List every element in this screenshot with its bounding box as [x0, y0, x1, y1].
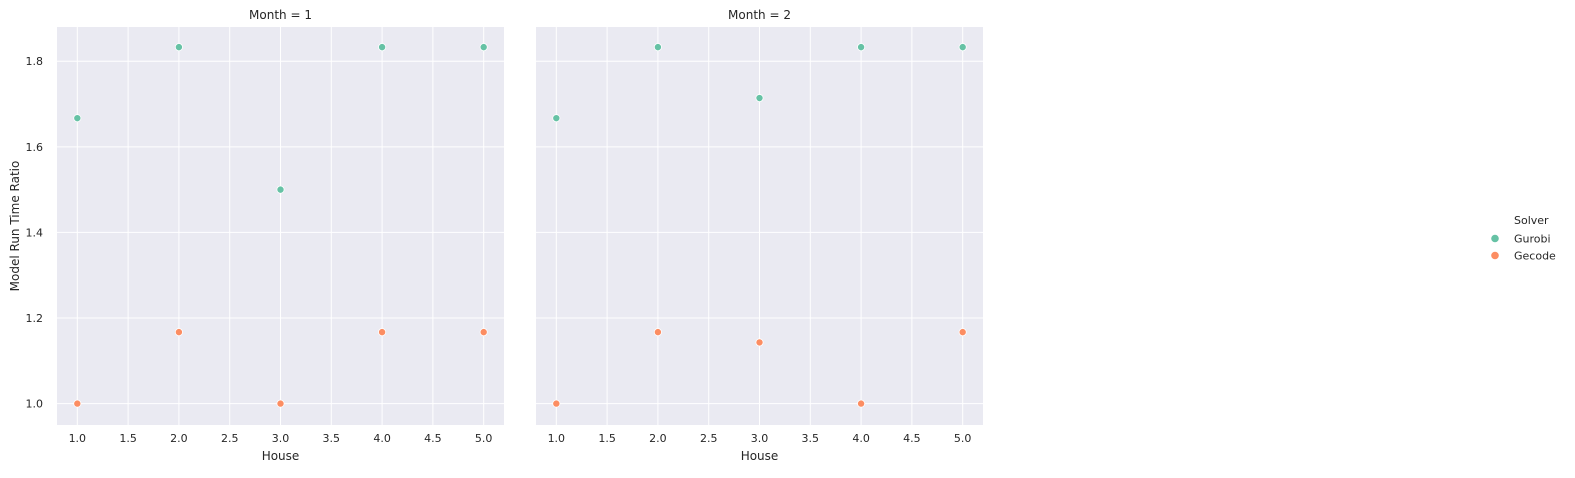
data-point-gecode	[857, 399, 866, 408]
data-point-gurobi	[958, 43, 967, 52]
x-tick-label: 1.0	[69, 432, 87, 445]
x-tick-label: 4.5	[424, 432, 442, 445]
x-tick-label: 3.0	[272, 432, 290, 445]
data-point-gurobi	[174, 43, 183, 52]
x-tick-label: 4.0	[852, 432, 870, 445]
x-tick-label: 3.5	[802, 432, 820, 445]
x-tick-label: 2.0	[170, 432, 188, 445]
data-point-gecode	[174, 328, 183, 337]
y-tick-label: 1.4	[26, 226, 44, 239]
x-axis-label: House	[262, 449, 300, 463]
data-point-gurobi	[378, 43, 387, 52]
data-point-gurobi	[653, 43, 662, 52]
y-tick-label: 1.0	[26, 398, 44, 411]
x-tick-label: 5.0	[954, 432, 972, 445]
data-point-gurobi	[857, 43, 866, 52]
legend-label-gecode: Gecode	[1514, 250, 1556, 263]
y-tick-label: 1.6	[26, 141, 44, 154]
data-point-gecode	[378, 328, 387, 337]
data-point-gurobi	[552, 114, 561, 123]
x-tick-label: 4.5	[903, 432, 921, 445]
data-point-gecode	[755, 338, 764, 347]
legend-marker-gecode	[1490, 250, 1500, 261]
data-point-gecode	[276, 399, 285, 408]
y-tick-label: 1.2	[26, 312, 44, 325]
data-point-gecode	[552, 399, 561, 408]
legend-label-gurobi: Gurobi	[1514, 233, 1551, 246]
facet-month-2: 1.0 1.5 2.0 2.5 3.0 3.5 4.0 4.5 5.0 Month = 2 Hous…	[536, 8, 983, 463]
data-point-gecode	[653, 328, 662, 337]
data-point-gurobi	[276, 185, 285, 194]
data-point-gecode	[73, 399, 82, 408]
x-tick-label: 2.0	[649, 432, 667, 445]
data-point-gecode	[958, 328, 967, 337]
legend-marker-gurobi	[1490, 233, 1500, 244]
x-tick-label: 1.5	[119, 432, 137, 445]
data-point-gurobi	[73, 114, 82, 123]
y-axis-label: Model Run Time Ratio	[8, 161, 22, 292]
x-axis-label: House	[741, 449, 779, 463]
data-point-gecode	[479, 328, 488, 337]
data-point-gurobi	[755, 94, 764, 103]
x-tick-label: 2.5	[221, 432, 239, 445]
facet-month-1: 1.0 1.5 2.0 2.5 3.0 3.5 4.0 4.5 5.0 1.0 1.2 1.4 1.6 1…	[8, 8, 504, 463]
x-tick-label: 1.0	[548, 432, 566, 445]
x-tick-label: 2.5	[700, 432, 718, 445]
x-tick-label: 1.5	[598, 432, 616, 445]
legend: Solver Gurobi Gecode	[1490, 214, 1556, 263]
y-tick-label: 1.8	[26, 55, 44, 68]
x-tick-label: 3.0	[751, 432, 769, 445]
legend-title: Solver	[1514, 214, 1549, 227]
panel-title: Month = 2	[728, 8, 791, 22]
data-point-gurobi	[479, 43, 488, 52]
x-tick-label: 5.0	[475, 432, 493, 445]
panel-title: Month = 1	[249, 8, 312, 22]
x-tick-label: 3.5	[323, 432, 341, 445]
x-tick-label: 4.0	[373, 432, 391, 445]
